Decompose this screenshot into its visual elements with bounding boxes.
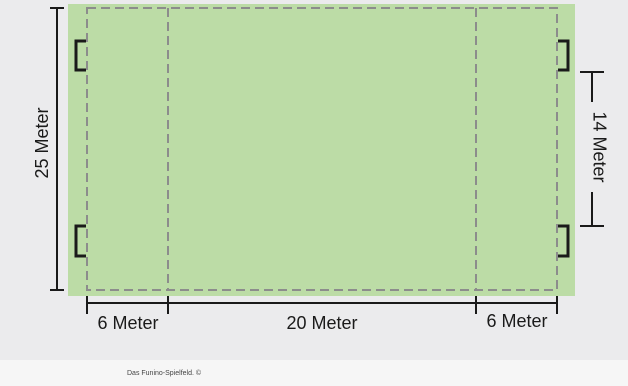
goal-right-top (558, 39, 570, 72)
label-zone-right: 6 Meter (486, 311, 547, 331)
figure-caption: Das Funino-Spielfeld. © (127, 370, 202, 377)
goal-right-bottom (558, 224, 570, 258)
field-boundary-line (86, 7, 558, 291)
label-length-total: 25 Meter (32, 107, 52, 178)
goal-left-bottom (74, 224, 86, 258)
label-zone-middle: 20 Meter (286, 313, 357, 333)
caption-bar (0, 360, 628, 386)
label-goal-spacing: 14 Meter (589, 111, 609, 182)
dimension-zones (86, 296, 558, 314)
label-zone-left: 6 Meter (97, 313, 158, 333)
goal-left-top (74, 39, 86, 72)
field-area (68, 4, 575, 296)
funino-field-diagram: 25 Meter 14 Meter 6 Meter 20 Meter 6 Met… (31, 4, 610, 333)
dimension-length-total (50, 7, 64, 291)
